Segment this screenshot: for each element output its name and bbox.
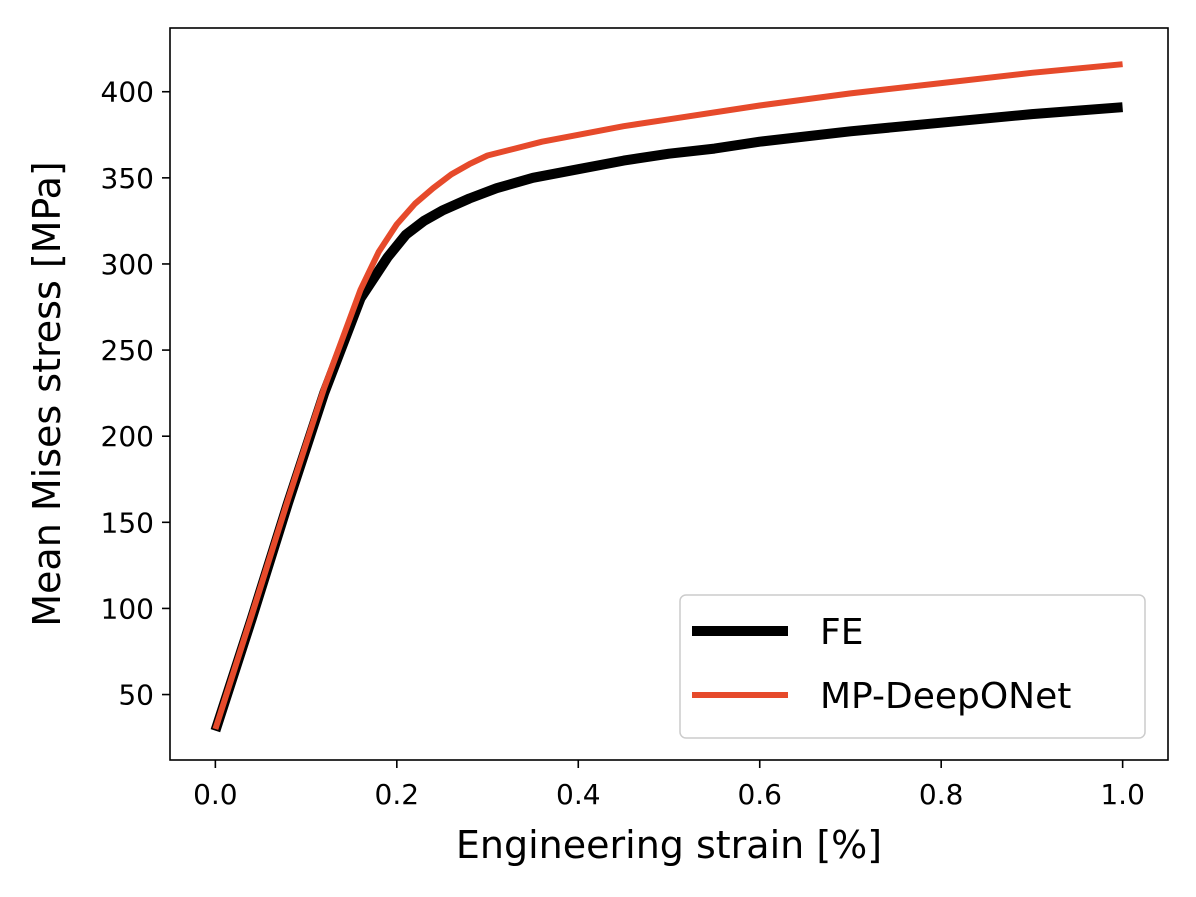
x-tick-label: 0.6 xyxy=(737,778,782,811)
y-tick-label: 400 xyxy=(101,76,154,109)
y-axis: 50 100 150 200 250 300 350 400 xyxy=(101,76,170,712)
legend-frame xyxy=(679,594,1146,739)
x-tick-label: 0.8 xyxy=(919,778,964,811)
x-axis-label: Engineering strain [%] xyxy=(456,823,882,867)
y-tick-label: 300 xyxy=(101,248,154,281)
x-tick-label: 1.0 xyxy=(1100,778,1145,811)
y-tick-label: 100 xyxy=(101,592,154,625)
x-tick-label: 0.4 xyxy=(556,778,601,811)
y-tick-label: 350 xyxy=(101,162,154,195)
x-axis: 0.0 0.2 0.4 0.6 0.8 1.0 xyxy=(193,760,1145,811)
y-tick-label: 50 xyxy=(118,679,154,712)
y-tick-label: 150 xyxy=(101,506,154,539)
legend-label-fe: FE xyxy=(820,612,863,653)
y-tick-label: 200 xyxy=(101,420,154,453)
plot-frame xyxy=(169,27,1169,761)
y-axis-label: Mean Mises stress [MPa] xyxy=(25,161,69,626)
x-tick-label: 0.2 xyxy=(375,778,420,811)
legend: FE MP-DeepONet xyxy=(679,594,1146,739)
series-line-mp-deeponet xyxy=(212,61,1123,730)
x-tick-label: 0.0 xyxy=(193,778,238,811)
y-tick-label: 250 xyxy=(101,334,154,367)
legend-label-mp-deeponet: MP-DeepONet xyxy=(820,676,1071,717)
series-layer xyxy=(210,61,1123,733)
